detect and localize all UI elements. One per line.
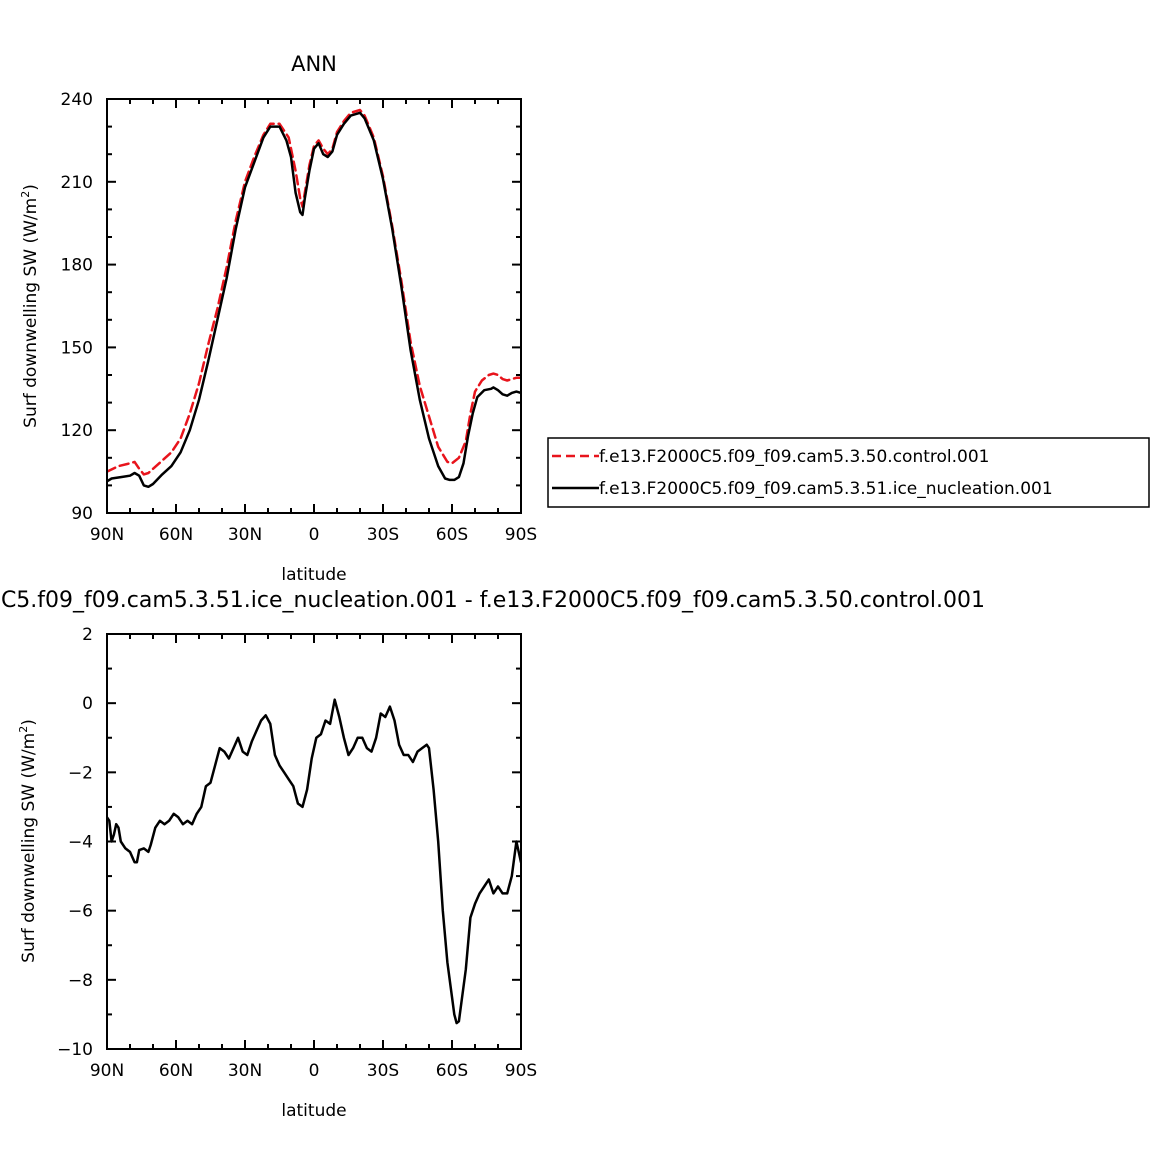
- bottom-x-tick-label: 60S: [436, 1061, 468, 1081]
- bottom-y-tick-label: 0: [82, 694, 93, 714]
- bottom-x-tick-label: 90N: [90, 1061, 124, 1081]
- bottom-y-tick-label: −8: [68, 971, 93, 991]
- bottom-x-tick-label: 30S: [367, 1061, 399, 1081]
- bottom-x-tick-labels: 90N 60N 30N 0 30S 60S 90S: [90, 1061, 537, 1081]
- top-y-tick-label: 180: [61, 256, 93, 276]
- legend-label-control: f.e13.F2000C5.f09_f09.cam5.3.50.control.…: [599, 447, 990, 467]
- top-y-tick-label: 240: [61, 90, 93, 110]
- bottom-panel: f.e13.F2000C5.f09_f09.cam5.3.51.ice_nucl…: [0, 588, 985, 1121]
- top-x-tick-labels: 90N 60N 30N 0 30S 60S 90S: [90, 525, 537, 545]
- bottom-series-group: [107, 698, 521, 1025]
- top-plot-frame: [106, 98, 522, 514]
- top-y-tick-label: 120: [61, 421, 93, 441]
- top-y-tick-label: 210: [61, 173, 93, 193]
- top-x-tick-label: 60N: [159, 525, 193, 545]
- top-series-line-control: [107, 108, 521, 476]
- top-x-tick-label: 90S: [505, 525, 537, 545]
- bottom-y-tick-label: −2: [68, 763, 93, 783]
- bottom-y-axis-label: Surf downwelling SW (W/m2): [17, 719, 39, 963]
- bottom-chart-title: f.e13.F2000C5.f09_f09.cam5.3.51.ice_nucl…: [0, 588, 985, 613]
- top-x-tick-label: 30S: [367, 525, 399, 545]
- legend-label-ice-nucleation: f.e13.F2000C5.f09_f09.cam5.3.51.ice_nucl…: [599, 479, 1053, 499]
- bottom-y-tick-label: −10: [57, 1040, 93, 1060]
- legend-box: [547, 437, 1150, 508]
- bottom-x-axis-label: latitude: [281, 1101, 346, 1121]
- top-series-line-ice-nucleation: [107, 111, 521, 489]
- top-x-tick-label: 90N: [90, 525, 124, 545]
- top-panel: ANN 90N 60N 30N 0 30S 60S 90S 90 120 150 180 210 24…: [19, 52, 537, 585]
- top-x-tick-label: 60S: [436, 525, 468, 545]
- bottom-x-tick-label: 30N: [228, 1061, 262, 1081]
- top-y-tick-label: 150: [61, 338, 93, 358]
- bottom-y-tick-label: 2: [82, 625, 93, 645]
- bottom-series-line-difference: [107, 698, 521, 1025]
- top-y-tick-labels: 90 120 150 180 210 240: [61, 90, 93, 524]
- bottom-y-tick-label: −6: [68, 902, 93, 922]
- bottom-plot-frame: [106, 633, 522, 1050]
- top-y-tick-label: 90: [71, 504, 93, 524]
- top-x-tick-label: 0: [309, 525, 320, 545]
- bottom-x-tick-label: 0: [309, 1061, 320, 1081]
- top-tick-marks: [106, 98, 522, 514]
- bottom-x-tick-label: 90S: [505, 1061, 537, 1081]
- top-y-axis-label: Surf downwelling SW (W/m2): [19, 184, 41, 428]
- top-series-group: [107, 108, 521, 489]
- bottom-tick-marks: [106, 633, 522, 1050]
- bottom-x-tick-label: 60N: [159, 1061, 193, 1081]
- bottom-y-tick-label: −4: [68, 833, 93, 853]
- top-x-tick-label: 30N: [228, 525, 262, 545]
- top-x-axis-label: latitude: [281, 565, 346, 585]
- bottom-y-tick-labels: −10 −8 −6 −4 −2 0 2: [57, 625, 93, 1060]
- top-chart-title: ANN: [291, 52, 337, 76]
- legend: f.e13.F2000C5.f09_f09.cam5.3.50.control.…: [547, 437, 1150, 508]
